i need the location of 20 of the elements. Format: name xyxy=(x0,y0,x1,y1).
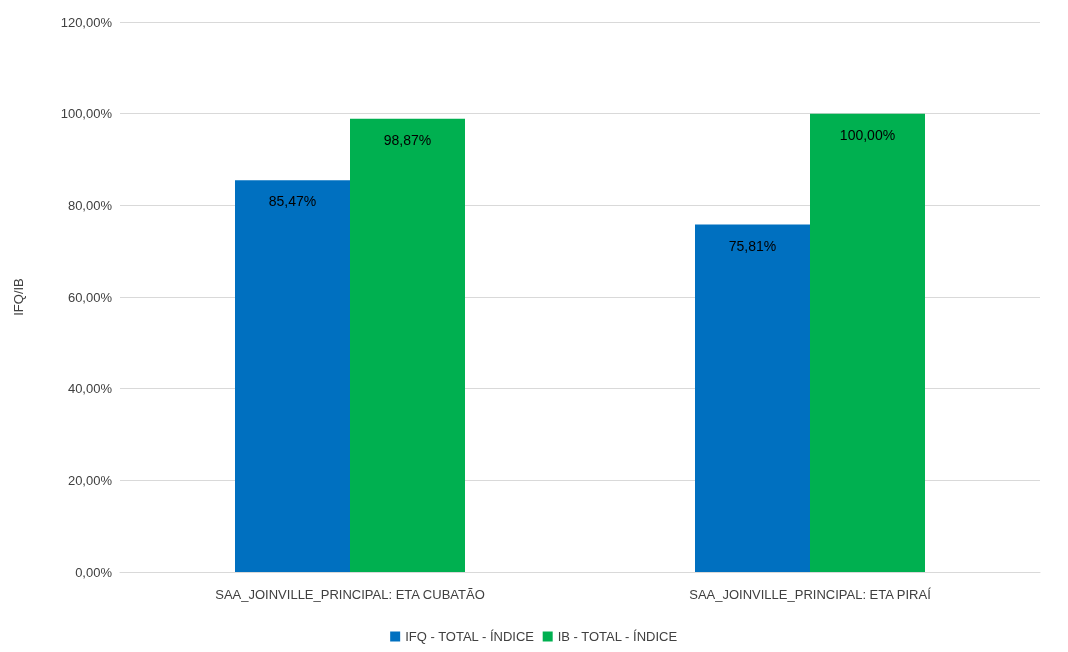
bar xyxy=(810,113,925,572)
legend-label: IFQ - TOTAL - ÍNDICE xyxy=(405,629,535,644)
bar xyxy=(350,118,465,572)
legend-label: IB - TOTAL - ÍNDICE xyxy=(557,629,678,644)
x-tick-label: SAA_JOINVILLE_PRINCIPAL: ETA PIRAÍ xyxy=(689,587,932,602)
y-tick-label: 100,00% xyxy=(60,106,113,122)
bar xyxy=(695,224,810,572)
y-tick-label: 60,00% xyxy=(67,289,113,305)
data-label: 98,87% xyxy=(383,131,432,148)
y-tick-label: 0,00% xyxy=(75,564,113,580)
data-label: 100,00% xyxy=(839,126,896,143)
y-axis-title: IFQ/IB xyxy=(11,278,26,316)
y-tick-label: 120,00% xyxy=(60,14,113,30)
x-tick-label: SAA_JOINVILLE_PRINCIPAL: ETA CUBATÃO xyxy=(215,587,485,602)
y-tick-label: 40,00% xyxy=(67,381,113,397)
data-label: 75,81% xyxy=(728,237,777,254)
bar xyxy=(235,180,350,572)
y-tick-label: 20,00% xyxy=(67,472,113,488)
data-label: 85,47% xyxy=(268,193,317,210)
y-tick-label: 80,00% xyxy=(67,197,113,213)
